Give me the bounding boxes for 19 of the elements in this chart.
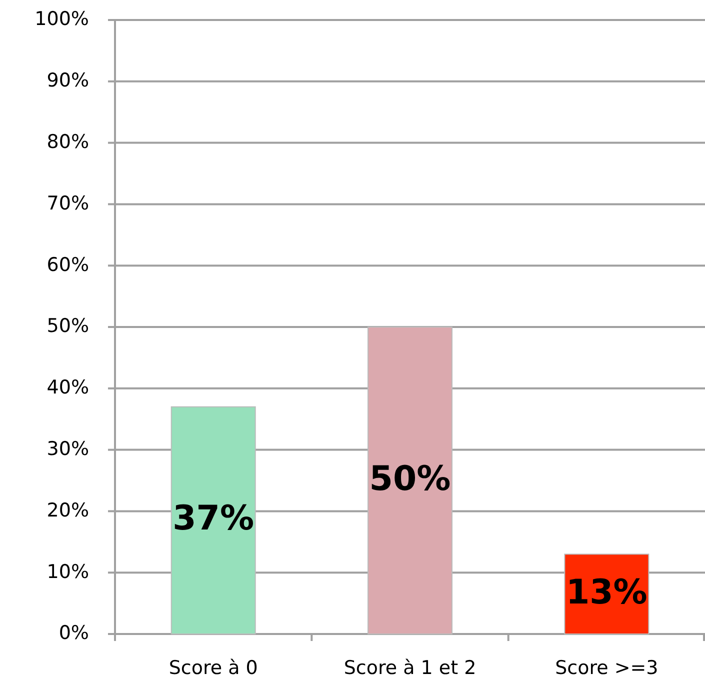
x-tick-label: Score >=3 (555, 657, 658, 679)
y-tick-label: 60% (46, 254, 89, 276)
y-tick-label: 10% (46, 560, 89, 583)
y-tick-label: 0% (58, 622, 89, 644)
data-label: 50% (369, 458, 451, 499)
bar (170, 406, 256, 634)
data-label: 13% (566, 572, 648, 612)
y-tick-label: 30% (46, 438, 89, 460)
x-tick-label: Score à 1 et 2 (344, 657, 476, 679)
x-tick-label: Score à 0 (168, 657, 258, 679)
y-tick-label: 100% (34, 8, 89, 30)
y-tick-label: 80% (46, 130, 89, 154)
y-tick-label: 50% (46, 315, 89, 338)
data-label: 37% (172, 498, 254, 539)
y-tick-label: 20% (46, 499, 89, 522)
bar (368, 326, 452, 634)
y-tick-label: 40% (46, 376, 89, 399)
y-tick-label: 70% (46, 192, 89, 214)
y-tick-label: 90% (46, 70, 89, 92)
